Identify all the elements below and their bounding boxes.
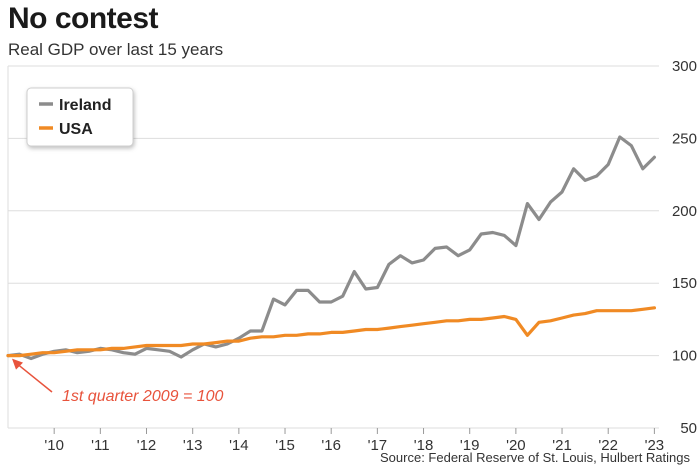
y-tick-label-50: 50: [680, 420, 697, 437]
annotation-arrow-line: [17, 364, 53, 393]
x-axis-ticks: '10 '11 '12 '13 '14 '15 '16 '17 '18 '19 '20 '21 '22 '…: [44, 428, 664, 454]
chart-subtitle: Real GDP over last 15 years: [8, 40, 224, 59]
x-tick-label-2013: '13: [183, 437, 203, 454]
series-line-usa: [6, 306, 656, 358]
series-lines: [6, 135, 656, 361]
y-tick-label-250: 250: [672, 130, 697, 147]
x-tick-label-2011: '11: [91, 437, 109, 454]
x-tick-label-2012: '12: [137, 437, 157, 454]
x-tick-label-2018: '18: [414, 437, 434, 454]
x-tick-label-2017: '17: [368, 437, 388, 454]
x-tick-label-2014: '14: [229, 437, 249, 454]
annotation: 1st quarter 2009 = 100: [12, 358, 224, 405]
annotation-arrow-head: [12, 358, 23, 370]
y-tick-label-150: 150: [672, 275, 697, 292]
chart-title: No contest: [8, 2, 159, 35]
x-tick-label-2021: '21: [552, 437, 572, 454]
x-tick-label-2023: '23: [645, 437, 665, 454]
legend: Ireland USA: [26, 87, 134, 147]
x-tick-label-2015: '15: [275, 437, 295, 454]
y-tick-label-100: 100: [672, 348, 697, 365]
y-axis-ticks: 300 250 200 150 100 50: [672, 58, 697, 437]
x-tick-label-2022: '22: [598, 437, 618, 454]
legend-label-usa: USA: [59, 121, 93, 138]
y-tick-label-300: 300: [672, 58, 697, 75]
legend-label-ireland: Ireland: [59, 97, 111, 114]
y-tick-label-200: 200: [672, 203, 697, 220]
legend-box: [26, 87, 134, 147]
x-tick-label-2016: '16: [321, 437, 341, 454]
x-tick-label-2019: '19: [460, 437, 480, 454]
annotation-label: 1st quarter 2009 = 100: [62, 388, 224, 405]
source-note: Source: Federal Reserve of St. Louis, Hu…: [380, 450, 690, 465]
x-tick-label-2010: '10: [44, 437, 64, 454]
series-line-ireland: [6, 135, 656, 361]
gridlines: [7, 65, 659, 429]
x-tick-label-2020: '20: [506, 437, 526, 454]
